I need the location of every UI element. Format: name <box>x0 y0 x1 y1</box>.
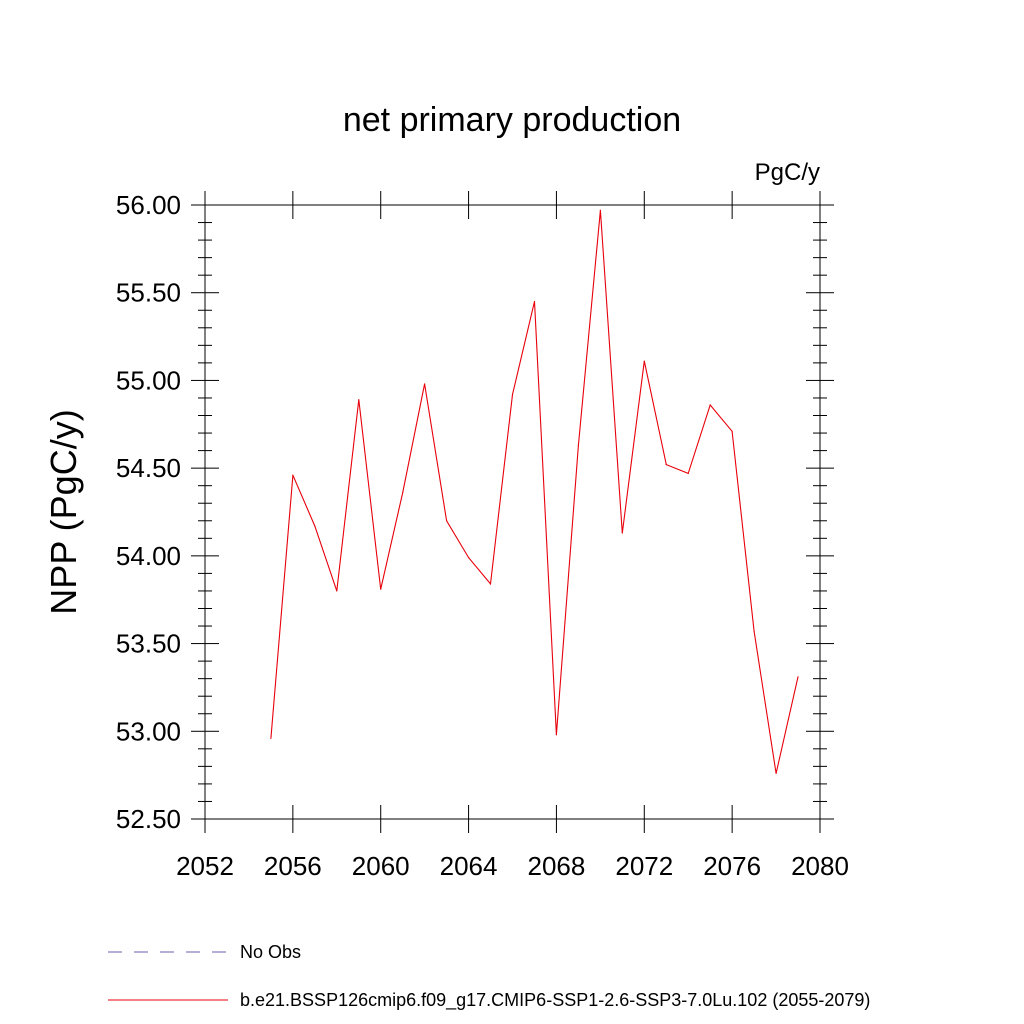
series-group <box>270 209 799 774</box>
data-point <box>511 393 514 396</box>
data-point <box>709 404 711 406</box>
legend-label: b.e21.BSSP126cmip6.f09_g17.CMIP6-SSP1-2.… <box>240 990 870 1011</box>
axis-ticks: 2052 2056 2060 2064 2068 2072 2076 2080 52.50 53.… <box>116 190 849 881</box>
data-point <box>292 474 294 476</box>
data-point <box>314 525 316 527</box>
data-point <box>643 360 645 362</box>
data-point <box>380 588 382 590</box>
y-tick-label: 52.50 <box>116 804 181 834</box>
data-point <box>621 532 623 534</box>
legend-label: No Obs <box>240 942 301 962</box>
y-tick-label: 53.00 <box>116 716 181 746</box>
series-line <box>270 210 799 774</box>
data-point <box>489 583 492 585</box>
y-tick-label: 54.00 <box>116 541 181 571</box>
x-tick-label: 2068 <box>528 851 586 881</box>
data-point <box>424 383 426 385</box>
data-point <box>687 472 689 475</box>
units-label: PgC/y <box>755 159 820 186</box>
data-point <box>270 737 272 739</box>
y-tick-label: 55.00 <box>116 365 181 395</box>
data-point <box>775 772 777 774</box>
x-tick-label: 2076 <box>703 851 761 881</box>
x-tick-label: 2072 <box>615 851 673 881</box>
data-point <box>467 557 470 559</box>
data-point <box>665 464 667 466</box>
y-axis-label: NPP (PgC/y) <box>43 409 84 614</box>
chart-title: net primary production <box>343 101 681 139</box>
data-point <box>555 734 558 736</box>
legend: No Obs b.e21.BSSP126cmip6.f09_g17.CMIP6-S… <box>108 942 870 1011</box>
x-tick-label: 2080 <box>791 851 849 881</box>
y-tick-label: 56.00 <box>116 190 181 220</box>
x-tick-label: 2052 <box>176 851 234 881</box>
x-tick-label: 2056 <box>264 851 322 881</box>
data-point <box>599 209 601 211</box>
data-point <box>753 630 755 632</box>
y-tick-label: 53.50 <box>116 629 181 659</box>
data-point <box>358 399 360 401</box>
y-tick-label: 54.50 <box>116 453 181 483</box>
data-point <box>577 444 579 446</box>
y-tick-label: 55.50 <box>116 278 181 308</box>
data-point <box>402 492 404 494</box>
data-point <box>336 590 338 592</box>
x-tick-label: 2060 <box>352 851 410 881</box>
data-point <box>731 430 733 432</box>
data-point <box>797 676 799 678</box>
x-tick-label: 2064 <box>440 851 498 881</box>
plot-frame <box>204 204 821 820</box>
data-point <box>446 520 448 522</box>
data-point <box>533 300 536 303</box>
